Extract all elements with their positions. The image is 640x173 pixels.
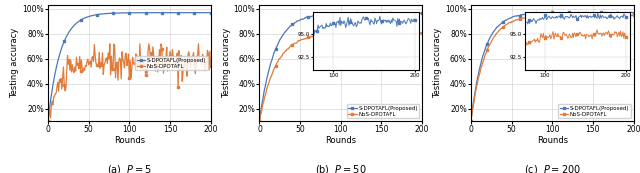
S-DPOTAFL(Proposed) <box>602 11 609 13</box>
S-DPOTAFL(Proposed) <box>113 12 120 14</box>
Line: NoS-DPOTAFL: NoS-DPOTAFL <box>47 42 212 122</box>
NoS-DPOTAFL <box>600 13 608 16</box>
S-DPOTAFL(Proposed) <box>132 12 140 14</box>
NoS-DPOTAFL <box>270 68 278 70</box>
S-DPOTAFL(Proposed) <box>59 44 67 46</box>
S-DPOTAFL(Proposed) <box>482 47 490 49</box>
Line: S-DPOTAFL(Proposed): S-DPOTAFL(Proposed) <box>258 11 424 122</box>
NoS-DPOTAFL <box>59 77 67 79</box>
NoS-DPOTAFL <box>536 15 543 17</box>
NoS-DPOTAFL <box>344 33 351 35</box>
NoS-DPOTAFL <box>104 63 111 65</box>
S-DPOTAFL(Proposed) <box>270 51 278 53</box>
S-DPOTAFL(Proposed) <box>315 13 323 16</box>
NoS-DPOTAFL <box>207 65 214 67</box>
S-DPOTAFL(Proposed) <box>257 114 264 116</box>
Y-axis label: Testing accuracy: Testing accuracy <box>10 28 19 98</box>
S-DPOTAFL(Proposed) <box>630 12 637 14</box>
S-DPOTAFL(Proposed) <box>527 13 534 15</box>
S-DPOTAFL(Proposed) <box>193 12 201 14</box>
X-axis label: Rounds: Rounds <box>325 136 356 145</box>
Line: NoS-DPOTAFL: NoS-DPOTAFL <box>470 13 635 122</box>
NoS-DPOTAFL <box>555 15 563 17</box>
Y-axis label: Testing accuracy: Testing accuracy <box>222 28 231 98</box>
NoS-DPOTAFL <box>315 34 323 37</box>
NoS-DPOTAFL <box>467 120 475 122</box>
NoS-DPOTAFL <box>44 120 52 122</box>
S-DPOTAFL(Proposed) <box>207 12 214 14</box>
NoS-DPOTAFL <box>419 32 426 34</box>
NoS-DPOTAFL <box>113 61 121 63</box>
NoS-DPOTAFL <box>630 14 637 16</box>
NoS-DPOTAFL <box>404 32 412 34</box>
NoS-DPOTAFL <box>415 31 422 34</box>
S-DPOTAFL(Proposed) <box>324 13 332 15</box>
Text: (a)  $P = 5$: (a) $P = 5$ <box>107 163 152 173</box>
S-DPOTAFL(Proposed) <box>467 120 475 122</box>
NoS-DPOTAFL <box>527 16 534 18</box>
Text: (c)  $P = 200$: (c) $P = 200$ <box>524 163 580 173</box>
NoS-DPOTAFL <box>255 120 263 122</box>
Legend: S-DPOTAFL(Proposed), NoS-DPOTAFL: S-DPOTAFL(Proposed), NoS-DPOTAFL <box>558 104 631 118</box>
S-DPOTAFL(Proposed) <box>536 12 543 14</box>
NoS-DPOTAFL <box>133 54 141 56</box>
NoS-DPOTAFL <box>194 54 202 56</box>
S-DPOTAFL(Proposed) <box>617 12 625 14</box>
Text: (b)  $P = 50$: (b) $P = 50$ <box>315 163 367 173</box>
NoS-DPOTAFL <box>324 34 332 36</box>
NoS-DPOTAFL <box>257 115 264 117</box>
S-DPOTAFL(Proposed) <box>555 12 563 14</box>
S-DPOTAFL(Proposed) <box>419 12 426 14</box>
X-axis label: Rounds: Rounds <box>114 136 145 145</box>
NoS-DPOTAFL <box>617 14 625 16</box>
Legend: S-DPOTAFL(Proposed), NoS-DPOTAFL: S-DPOTAFL(Proposed), NoS-DPOTAFL <box>346 104 419 118</box>
S-DPOTAFL(Proposed) <box>44 120 52 122</box>
S-DPOTAFL(Proposed) <box>405 12 413 14</box>
S-DPOTAFL(Proposed) <box>45 113 52 115</box>
X-axis label: Rounds: Rounds <box>537 136 568 145</box>
NoS-DPOTAFL <box>482 53 490 55</box>
S-DPOTAFL(Proposed) <box>468 113 476 115</box>
NoS-DPOTAFL <box>106 43 114 45</box>
NoS-DPOTAFL <box>45 110 52 112</box>
S-DPOTAFL(Proposed) <box>383 12 391 14</box>
Line: NoS-DPOTAFL: NoS-DPOTAFL <box>258 31 424 122</box>
Legend: S-DPOTAFL(Proposed), NoS-DPOTAFL: S-DPOTAFL(Proposed), NoS-DPOTAFL <box>135 56 208 70</box>
Y-axis label: Testing accuracy: Testing accuracy <box>433 28 442 98</box>
S-DPOTAFL(Proposed) <box>255 120 263 122</box>
S-DPOTAFL(Proposed) <box>344 12 351 14</box>
S-DPOTAFL(Proposed) <box>104 12 111 15</box>
NoS-DPOTAFL <box>468 114 476 116</box>
Line: S-DPOTAFL(Proposed): S-DPOTAFL(Proposed) <box>470 11 635 122</box>
Line: S-DPOTAFL(Proposed): S-DPOTAFL(Proposed) <box>47 11 212 122</box>
